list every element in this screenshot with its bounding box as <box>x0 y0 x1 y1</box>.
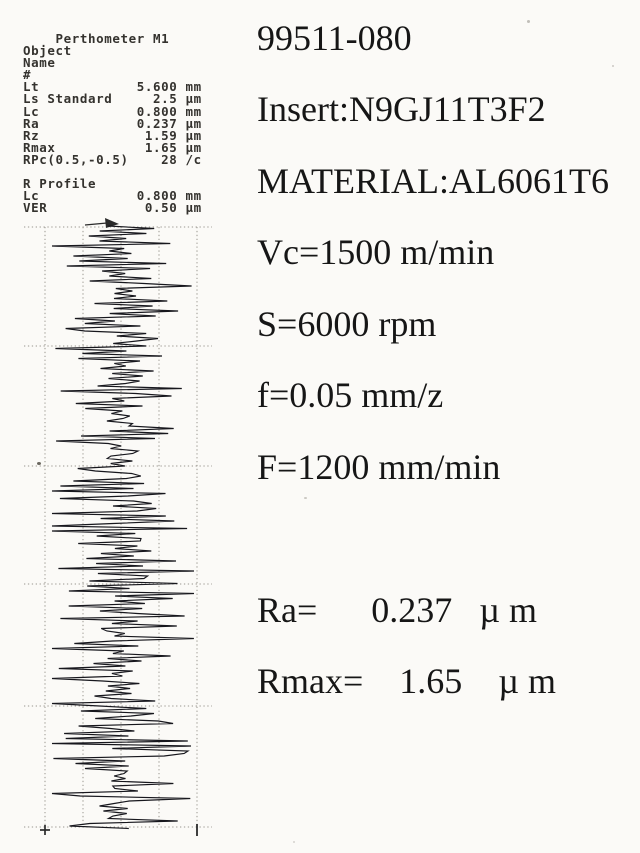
printer-text-line: R Profile <box>23 176 97 192</box>
printer-text-line: Name <box>23 55 56 71</box>
printer-text-line: # <box>23 67 32 83</box>
printer-param-line: Lt 5.600 mm <box>23 79 202 95</box>
scan-speck <box>612 65 614 67</box>
annotation-line: Ra= 0.237 µ m <box>257 589 538 630</box>
printer-title-line: Perthometer M1 <box>23 31 170 46</box>
trace-start-arrow <box>84 222 108 226</box>
printer-param-line: RPc(0.5,-0.5) 28 /c <box>23 151 202 167</box>
printer-param-line: Rmax 1.65 µm <box>23 139 202 155</box>
printer-param-line: Rz 1.59 µm <box>23 127 202 143</box>
annotation-line: Insert:N9GJ11T3F2 <box>257 89 546 130</box>
printer-param-line: Lc 0.800 mm <box>23 188 202 204</box>
annotation-line: F=1200 mm/min <box>257 446 501 487</box>
scan-speck <box>293 841 295 843</box>
printer-param-line: VER 0.50 µm <box>23 200 202 216</box>
annotation-line <box>257 503 609 575</box>
annotation-line: Rmax= 1.65 µ m <box>257 661 557 702</box>
printer-param-line: Ra 0.237 µm <box>23 115 202 131</box>
printer-param-line: Lc 0.800 mm <box>23 103 202 119</box>
annotation-line: S=6000 rpm <box>257 303 437 344</box>
printer-text-line: Object <box>23 43 72 59</box>
annotation-line: MATERIAL:AL6061T6 <box>257 160 609 201</box>
annotation-line: 99511-080 <box>257 17 412 58</box>
perthometer-printout-block: Perthometer M1 Object Name # Lt 5.600 mm Ls S… <box>23 31 202 216</box>
scan-speck <box>37 462 41 465</box>
scan-speck <box>527 20 530 23</box>
scan-speck <box>304 497 307 499</box>
machining-annotations-block: 99511-080 Insert:N9GJ11T3F2 MATERIAL:AL606… <box>257 2 609 717</box>
profile-trace-polyline <box>51 225 195 830</box>
printer-param-line: Ls Standard 2.5 µm <box>23 91 202 107</box>
annotation-line: f=0.05 mm/z <box>257 375 444 416</box>
annotation-line: Vc=1500 m/min <box>257 232 495 273</box>
